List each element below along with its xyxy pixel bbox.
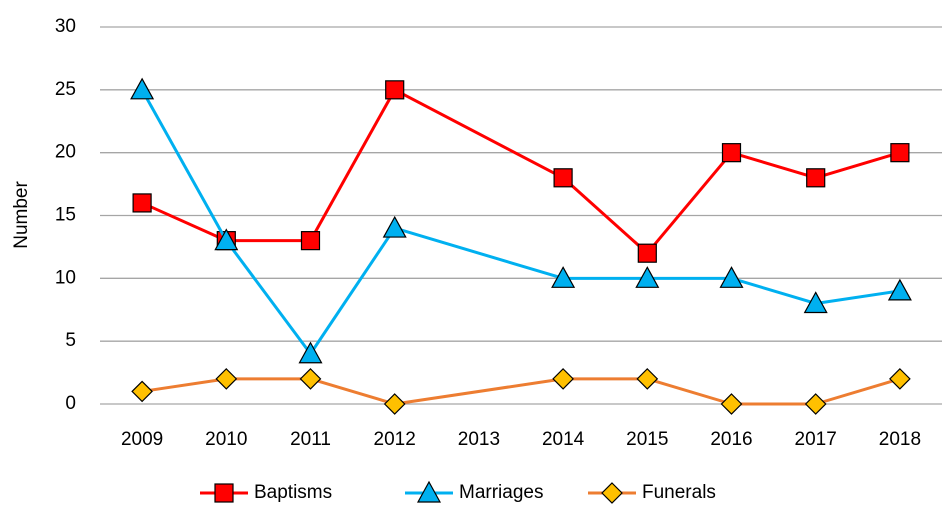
- data-point: [887, 278, 912, 301]
- data-point: [299, 368, 322, 390]
- y-tick-label: 0: [65, 393, 76, 414]
- x-tick-label: 2017: [795, 429, 837, 450]
- series-line-segment: [731, 151, 817, 180]
- series-line-segment: [815, 289, 901, 305]
- data-point: [721, 143, 742, 163]
- data-point: [553, 168, 573, 188]
- data-point: [719, 266, 744, 288]
- x-tick-label: 2010: [205, 429, 247, 450]
- data-point: [298, 341, 323, 364]
- series-line-segment: [731, 276, 817, 305]
- data-point: [300, 231, 321, 251]
- x-tick-label: 2018: [879, 429, 921, 450]
- legend-marker: [601, 482, 623, 504]
- series-line-segment: [646, 377, 732, 406]
- y-tick-label: 10: [55, 267, 76, 288]
- x-tick-label: 2013: [458, 429, 500, 450]
- y-tick-label: 20: [55, 142, 76, 163]
- x-tick-label: 2009: [121, 429, 163, 450]
- data-point: [803, 291, 828, 314]
- series-line-segment: [141, 201, 227, 243]
- y-tick-label: 25: [55, 79, 76, 100]
- data-point: [382, 215, 407, 238]
- y-tick-label: 15: [55, 205, 76, 226]
- data-point: [383, 393, 406, 415]
- data-point: [720, 393, 743, 415]
- legend-label: Marriages: [459, 482, 543, 503]
- series-line-segment: [815, 151, 901, 180]
- series-line-segment: [394, 88, 564, 180]
- data-point: [890, 143, 910, 163]
- series-line-segment: [815, 377, 901, 406]
- data-point: [551, 266, 576, 288]
- data-point: [637, 243, 657, 263]
- data-point: [552, 368, 574, 390]
- data-point: [804, 393, 827, 415]
- data-point: [131, 380, 153, 403]
- data-point: [385, 80, 405, 100]
- data-point: [806, 168, 826, 188]
- series-line-segment: [309, 227, 396, 355]
- data-point: [132, 193, 152, 213]
- legend-marker: [416, 480, 442, 503]
- legend-marker: [214, 483, 234, 503]
- series-line-segment: [562, 176, 649, 255]
- y-tick-label: 30: [55, 16, 76, 37]
- data-point: [635, 266, 660, 288]
- series-line-segment: [309, 89, 397, 242]
- data-point: [636, 368, 659, 390]
- x-tick-label: 2015: [626, 429, 668, 450]
- y-tick-label: 5: [65, 330, 76, 351]
- data-point: [130, 77, 155, 100]
- x-tick-label: 2012: [374, 429, 416, 450]
- series-line-segment: [225, 239, 312, 355]
- x-tick-label: 2014: [542, 429, 585, 450]
- data-point: [214, 228, 239, 251]
- legend-label: Baptisms: [254, 482, 332, 503]
- y-axis-label: Number: [11, 181, 32, 249]
- series-line-segment: [141, 377, 227, 393]
- series-line-segment: [646, 151, 733, 255]
- series-line-segment: [394, 226, 564, 280]
- series-line-segment: [310, 377, 396, 406]
- x-tick-label: 2016: [710, 429, 752, 450]
- x-tick-label: 2011: [290, 429, 331, 450]
- series-line-segment: [394, 377, 564, 406]
- data-point: [215, 368, 238, 390]
- legend-label: Funerals: [642, 482, 716, 503]
- series-line-segment: [140, 89, 228, 242]
- data-point: [889, 368, 911, 390]
